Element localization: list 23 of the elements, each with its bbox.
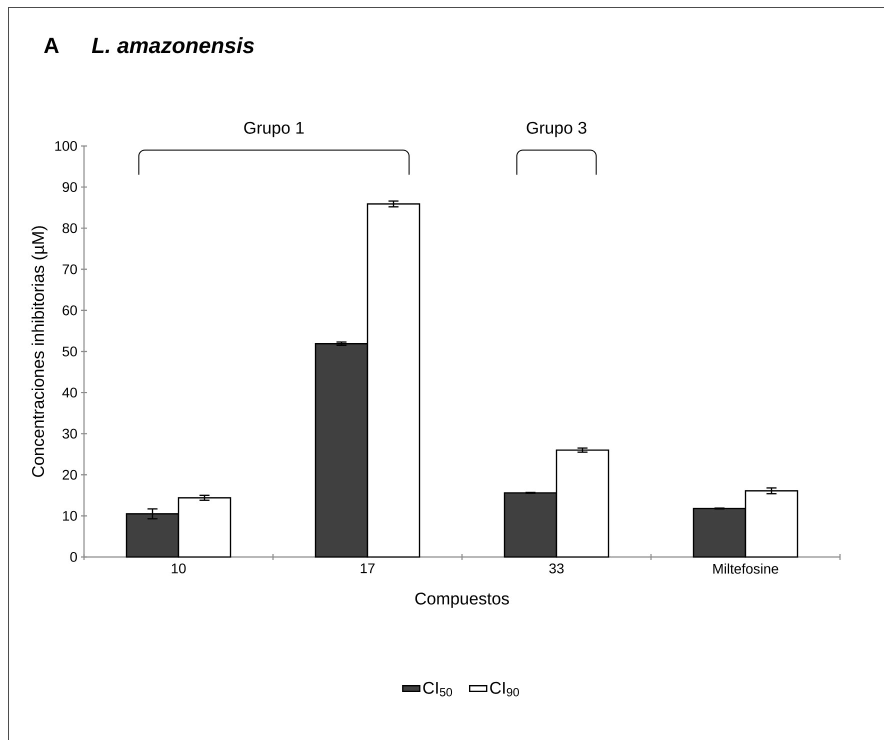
y-axis-title: Concentraciones inhibitorias (µM) [32, 226, 48, 477]
y-tick-label: 40 [62, 388, 77, 398]
y-tick-label: 90 [62, 182, 77, 192]
chart-title: A [44, 38, 59, 53]
y-tick-label: 50 [62, 346, 77, 356]
x-tick-label: 17 [360, 564, 375, 574]
x-tick-label: 10 [172, 563, 186, 574]
y-tick-label: 100 [55, 141, 77, 151]
y-tick-label: 10 [63, 510, 77, 521]
y-tick-label: 20 [62, 470, 77, 480]
y-tick-label: 0 [70, 552, 77, 562]
legend-label: CI$_{90}$ [490, 682, 519, 696]
y-tick-label: 70 [62, 264, 77, 274]
legend-label: CI$_{50}$ [423, 682, 452, 696]
text: Grupo 3 [526, 122, 586, 138]
x-axis-title: Compuestos [415, 592, 509, 608]
y-tick-label: 80 [62, 223, 77, 234]
x-tick-label: 33 [549, 563, 564, 574]
y-tick-label: 60 [62, 305, 77, 316]
text: Grupo 1 [244, 122, 304, 138]
chart-subtitle: L. amazonensis [92, 37, 254, 54]
x-tick-label: Miltefosine [713, 564, 778, 574]
y-tick-label: 30 [62, 428, 77, 439]
